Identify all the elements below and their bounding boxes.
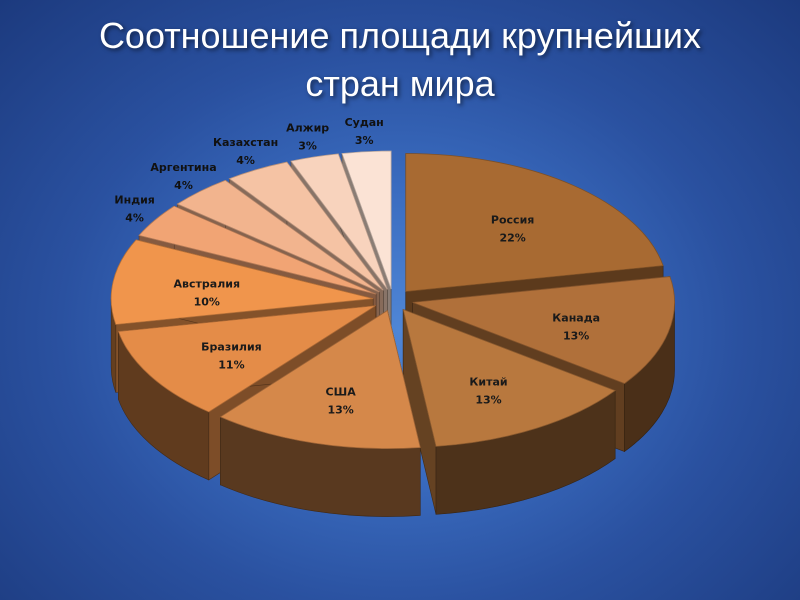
slice-3-value-label: 13% [475, 393, 501, 406]
slice-9-value-label: 4% [236, 154, 255, 167]
slice-5-label: Бразилия [201, 341, 262, 354]
slice-4-label: США [326, 385, 357, 398]
slice-10-label: Алжир [286, 122, 329, 135]
slice-1-label: Россия [491, 213, 534, 226]
pie-top-faces [110, 150, 675, 449]
slice-2-value-label: 13% [563, 330, 589, 343]
slice-5-value-label: 11% [218, 359, 244, 372]
slice-4-value-label: 13% [327, 403, 353, 416]
slice-10-value-label: 3% [298, 140, 317, 153]
slice-1-top [405, 153, 664, 292]
slice-11-label: Судан [345, 116, 384, 129]
slice-11-top [341, 150, 392, 290]
slice-8-top [176, 179, 380, 293]
slice-3-label: Китай [469, 375, 507, 388]
slice-11-value-label: 3% [355, 134, 374, 147]
slice-9-top [228, 161, 384, 291]
slice-6-label: Австралия [174, 278, 241, 291]
slice-2-top [412, 276, 675, 384]
slice-8-label: Аргентина [150, 161, 216, 174]
slide-title: Соотношение площади крупнейших стран мир… [0, 12, 800, 108]
title-line-2: стран мира [305, 63, 495, 104]
slice-5-top [117, 305, 376, 413]
slice-2-label: Канада [552, 312, 600, 325]
slice-10-top [290, 153, 388, 290]
slice-6-value-label: 10% [194, 296, 220, 309]
slice-4-top [219, 309, 421, 449]
pie-labels: Россия 22% Канада 13% Китай 13% США 13% Бразилия… [114, 116, 600, 417]
slice-8-value-label: 4% [174, 179, 193, 192]
slice-9-label: Казахстан [213, 136, 278, 149]
slice-1-value-label: 22% [499, 231, 525, 244]
title-line-1: Соотношение площади крупнейших [98, 15, 702, 56]
slice-7-label: Индия [114, 193, 154, 206]
slice-3-top [402, 308, 616, 447]
slice-7-value-label: 4% [125, 211, 144, 224]
slice-6-top [110, 239, 374, 325]
slice-7-top [138, 205, 377, 295]
